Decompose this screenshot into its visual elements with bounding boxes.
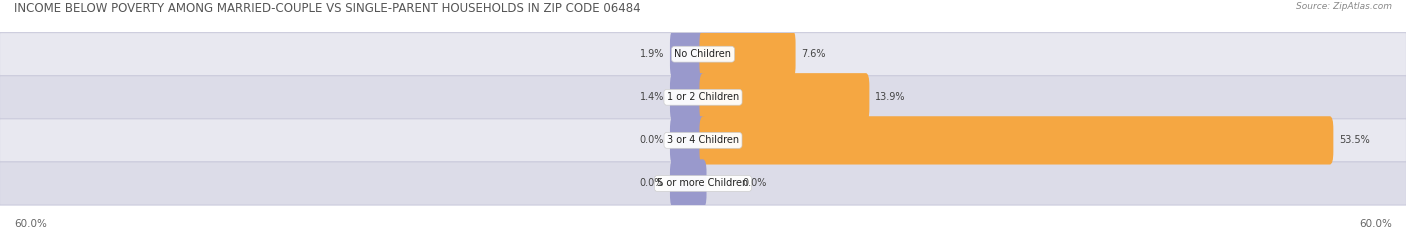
FancyBboxPatch shape [671,116,707,164]
FancyBboxPatch shape [700,73,869,121]
FancyBboxPatch shape [700,30,796,78]
Text: No Children: No Children [675,49,731,59]
FancyBboxPatch shape [700,116,1333,164]
Text: 1 or 2 Children: 1 or 2 Children [666,92,740,102]
Text: 1.9%: 1.9% [640,49,664,59]
Text: 7.6%: 7.6% [801,49,825,59]
Text: 60.0%: 60.0% [1360,219,1392,229]
Text: INCOME BELOW POVERTY AMONG MARRIED-COUPLE VS SINGLE-PARENT HOUSEHOLDS IN ZIP COD: INCOME BELOW POVERTY AMONG MARRIED-COUPL… [14,2,641,15]
Text: 3 or 4 Children: 3 or 4 Children [666,135,740,145]
Text: 5 or more Children: 5 or more Children [658,178,748,188]
FancyBboxPatch shape [0,33,1406,76]
Text: 13.9%: 13.9% [875,92,905,102]
Text: 60.0%: 60.0% [14,219,46,229]
Text: 0.0%: 0.0% [640,135,664,145]
Text: 0.0%: 0.0% [742,178,766,188]
Text: 0.0%: 0.0% [640,178,664,188]
Text: Source: ZipAtlas.com: Source: ZipAtlas.com [1296,2,1392,11]
Text: 1.4%: 1.4% [640,92,664,102]
FancyBboxPatch shape [671,159,707,208]
Text: 53.5%: 53.5% [1339,135,1369,145]
FancyBboxPatch shape [0,76,1406,119]
FancyBboxPatch shape [0,119,1406,162]
FancyBboxPatch shape [671,73,707,121]
FancyBboxPatch shape [0,162,1406,205]
FancyBboxPatch shape [671,30,707,78]
